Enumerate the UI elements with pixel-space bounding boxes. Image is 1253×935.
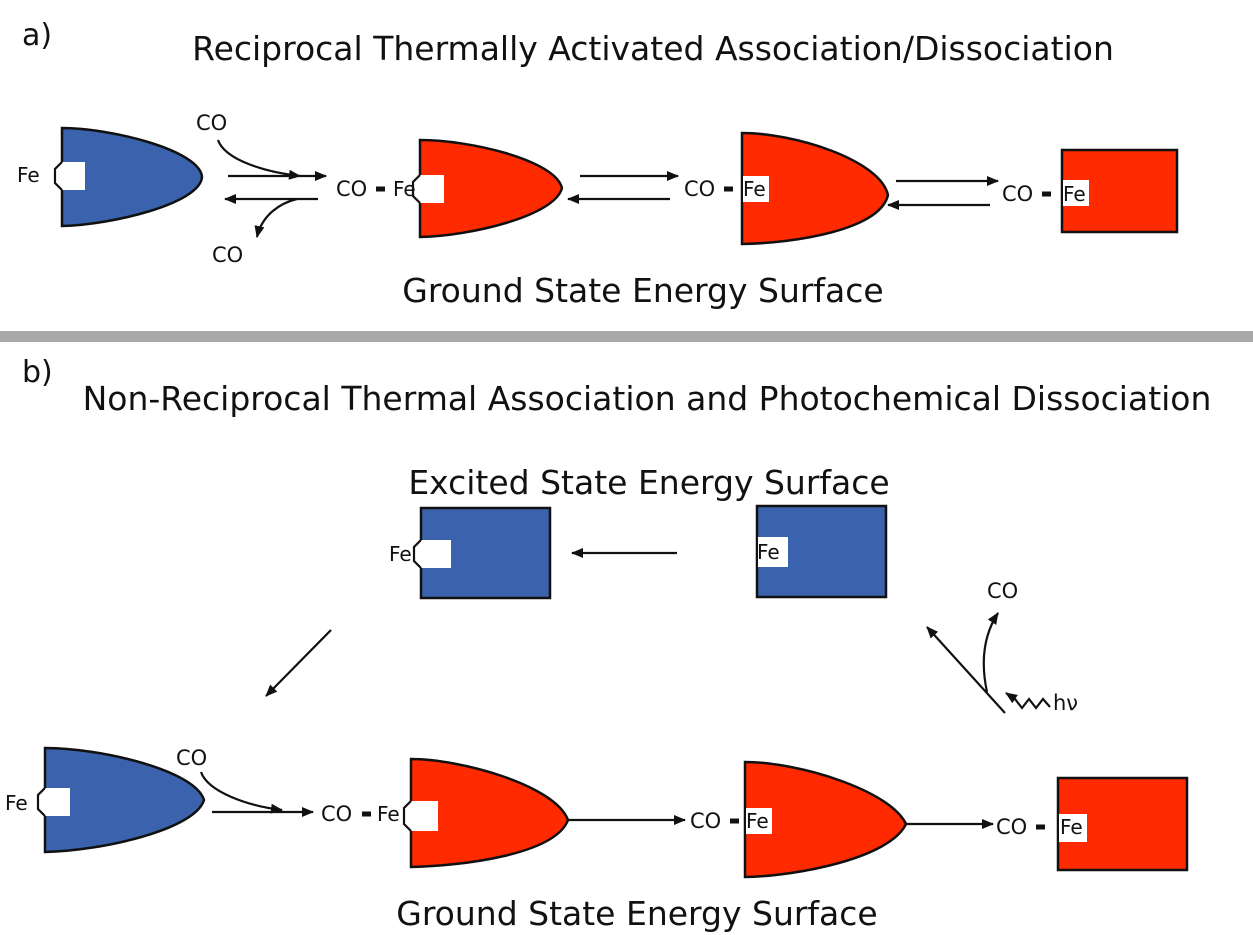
heme-shape-red — [409, 757, 570, 869]
panel-a-heme-co-bound-3: CO Fe — [1002, 148, 1179, 234]
panel-a-surface-label: Ground State Energy Surface — [402, 271, 883, 310]
fe-label: Fe — [393, 177, 416, 201]
panel-b-label: b) — [22, 355, 53, 390]
photon-label: hν — [1053, 691, 1078, 715]
co-label: CO — [336, 177, 367, 201]
fe-site — [746, 808, 772, 834]
fe-label: Fe — [377, 802, 400, 826]
fe-bond-lines — [402, 800, 412, 832]
heme-shape-red — [743, 760, 908, 879]
excited-heme-unbound: Fe — [389, 506, 552, 600]
fe-pocket — [43, 788, 70, 816]
co-incoming-curve — [216, 139, 301, 180]
fe-label: Fe — [389, 542, 412, 566]
co-outgoing-curve — [254, 197, 298, 238]
fe-pocket — [409, 801, 438, 831]
panel-b-heme-co-bound-2: CO Fe — [690, 760, 908, 879]
fe-label: Fe — [17, 163, 40, 187]
co-incoming-label: CO — [176, 746, 207, 770]
decay-arrow — [265, 629, 332, 697]
co-label: CO — [321, 802, 352, 826]
excited-surface-label: Excited State Energy Surface — [408, 463, 889, 502]
fe-pocket — [60, 162, 85, 190]
panel-b-heme-unbound: Fe — [5, 746, 206, 854]
panel-a-heme-co-bound-1: CO Fe — [336, 138, 564, 239]
fe-bond-lines — [411, 174, 421, 204]
excitation-arrow — [926, 626, 1006, 714]
panel-b-title: Non-Reciprocal Thermal Association and P… — [83, 379, 1212, 418]
co-released-label: CO — [987, 579, 1018, 603]
fe-pocket — [418, 175, 444, 203]
fe-label: Fe — [743, 177, 766, 201]
fe-bond-lines — [36, 787, 46, 817]
fe-site — [1059, 814, 1087, 842]
fe-site — [758, 537, 788, 567]
fe-label: Fe — [1063, 182, 1086, 206]
fe-pocket — [419, 540, 451, 568]
fe-label: Fe — [1060, 815, 1083, 839]
fe-site — [743, 176, 769, 202]
heme-shape-red — [418, 138, 564, 239]
panel-b-heme-co-bound-1: CO Fe — [321, 757, 570, 869]
co-label: CO — [690, 809, 721, 833]
heme-shape-blue — [60, 126, 204, 228]
panel-divider — [0, 331, 1253, 342]
panel-b-heme-co-bound-3: CO Fe — [996, 776, 1189, 872]
co-incoming-label: CO — [196, 111, 227, 135]
co-outgoing-label: CO — [212, 243, 243, 267]
co-label: CO — [1002, 182, 1033, 206]
fe-bond-lines — [53, 161, 63, 191]
fe-bond-lines — [412, 539, 422, 569]
co-label: CO — [684, 177, 715, 201]
co-release-curve — [982, 612, 999, 693]
co-label: CO — [996, 815, 1027, 839]
heme-shape-red — [740, 131, 890, 246]
heme-shape-blue — [43, 746, 206, 854]
panel-a-label: a) — [22, 18, 52, 53]
ground-surface-label: Ground State Energy Surface — [396, 894, 877, 933]
panel-a-heme-unbound: Fe — [17, 126, 204, 228]
excited-heme-photolyzed: Fe — [755, 504, 888, 599]
fe-label: Fe — [757, 540, 780, 564]
panel-a-title: Reciprocal Thermally Activated Associati… — [192, 29, 1114, 68]
fe-label: Fe — [746, 809, 769, 833]
photon-wavy-arrow — [1005, 692, 1051, 710]
co-incoming-curve — [199, 771, 283, 814]
fe-label: Fe — [5, 791, 28, 815]
fe-site — [1063, 180, 1089, 206]
panel-a-heme-co-bound-2: CO Fe — [684, 131, 890, 246]
